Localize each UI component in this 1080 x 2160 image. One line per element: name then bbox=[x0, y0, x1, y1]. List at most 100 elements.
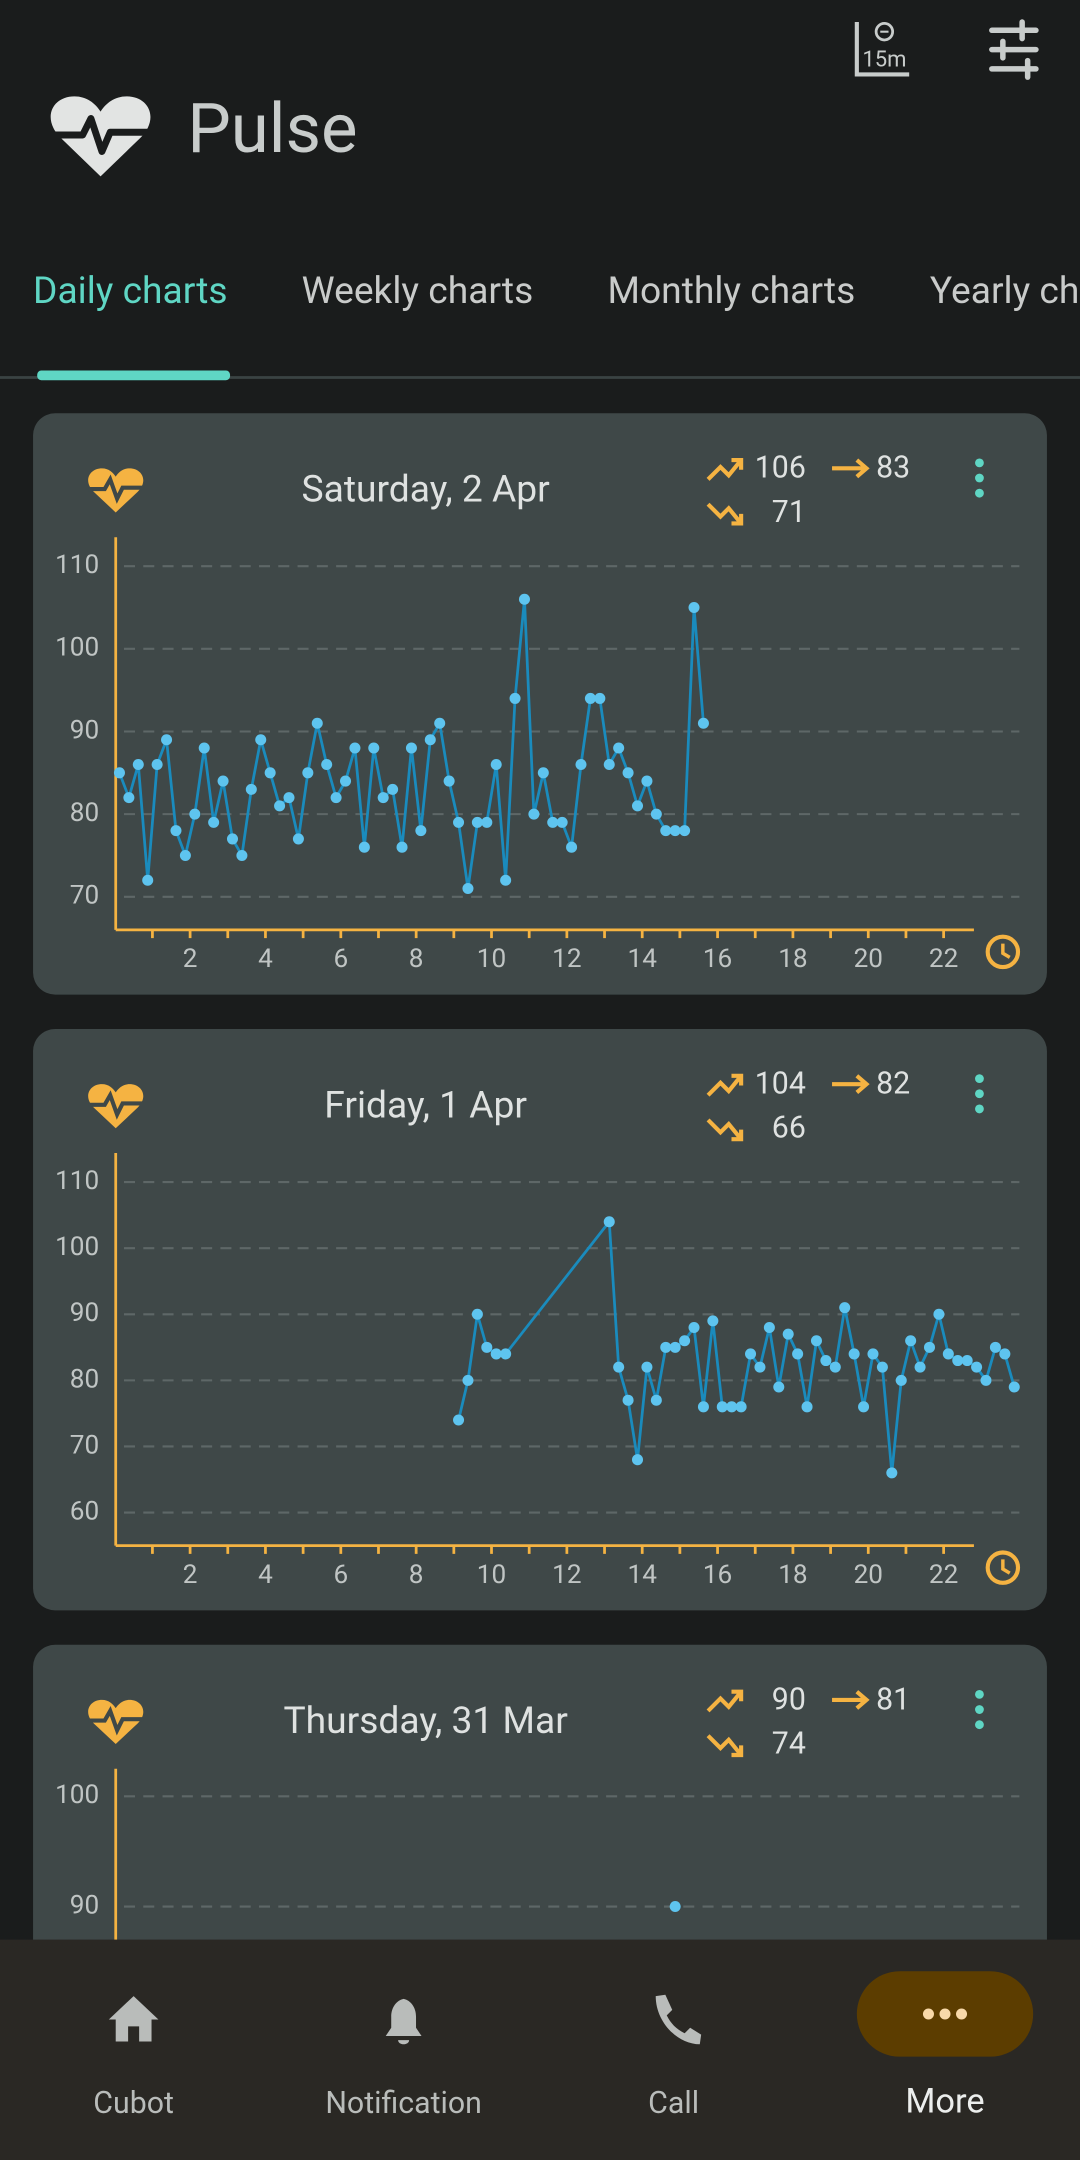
pulse-point bbox=[820, 1355, 832, 1367]
pulse-point bbox=[245, 783, 257, 795]
pulse-point bbox=[255, 734, 267, 746]
pulse-point bbox=[490, 759, 502, 771]
pulse-point bbox=[161, 734, 173, 746]
pulse-point bbox=[509, 692, 521, 704]
pulse-point bbox=[829, 1361, 841, 1373]
pulse-point bbox=[801, 1401, 813, 1413]
tab[interactable]: Monthly charts bbox=[608, 269, 856, 313]
pulse-point bbox=[660, 825, 672, 837]
nav-label[interactable]: Cubot bbox=[93, 2086, 174, 2121]
tab[interactable]: Yearly charts bbox=[930, 269, 1080, 313]
pulse-point bbox=[396, 841, 408, 853]
card-date: Friday, 1 Apr bbox=[324, 1083, 527, 1127]
menu-dot bbox=[975, 1104, 984, 1114]
menu-dot bbox=[975, 458, 984, 468]
min-value: 71 bbox=[772, 495, 806, 530]
pulse-point bbox=[895, 1374, 907, 1386]
pulse-line bbox=[457, 1218, 1016, 1474]
heart-pulse bbox=[88, 474, 144, 504]
pulse-point bbox=[500, 1348, 512, 1360]
pulse-point bbox=[905, 1335, 917, 1347]
menu-dot bbox=[975, 1720, 984, 1730]
pulse-point bbox=[622, 767, 634, 779]
pulse-point bbox=[726, 1401, 738, 1413]
interval-label: 15m bbox=[862, 47, 906, 72]
card bbox=[33, 1029, 1047, 1611]
pulse-point bbox=[933, 1308, 945, 1320]
avg-arrow-icon bbox=[832, 458, 870, 479]
menu-dot bbox=[975, 1705, 984, 1714]
pulse-point bbox=[603, 1216, 615, 1228]
pulse-point bbox=[961, 1355, 973, 1367]
menu-dot bbox=[975, 473, 984, 483]
pulse-point bbox=[321, 759, 333, 771]
nav-label[interactable]: More bbox=[905, 2082, 984, 2122]
x-tick-label: 12 bbox=[552, 1560, 581, 1590]
pulse-point bbox=[142, 874, 154, 886]
pulse-point bbox=[453, 1414, 465, 1426]
card bbox=[33, 413, 1047, 995]
pulse-point bbox=[631, 1454, 644, 1466]
settings-button[interactable] bbox=[989, 19, 1039, 80]
card-date: Thursday, 31 Mar bbox=[283, 1699, 568, 1743]
tab[interactable]: Weekly charts bbox=[302, 269, 534, 313]
pulse-point bbox=[198, 742, 210, 754]
max-value: 90 bbox=[772, 1682, 806, 1717]
x-tick-label: 10 bbox=[477, 944, 506, 974]
pulse-point bbox=[358, 841, 370, 853]
max-value: 104 bbox=[755, 1067, 806, 1102]
max-value: 106 bbox=[755, 451, 806, 486]
pulse-point bbox=[518, 593, 530, 605]
pulse-point bbox=[792, 1348, 804, 1360]
pulse-point bbox=[914, 1361, 926, 1373]
y-tick-label: 90 bbox=[70, 1298, 99, 1328]
pulse-point bbox=[688, 601, 700, 614]
interval-button[interactable]: 15m bbox=[854, 22, 910, 77]
x-tick-label: 14 bbox=[628, 944, 658, 974]
pulse-point bbox=[274, 800, 286, 812]
pulse-point bbox=[867, 1348, 879, 1360]
clock-hands bbox=[1001, 1559, 1011, 1575]
pulse-point bbox=[697, 1401, 709, 1413]
pulse-point bbox=[622, 1394, 634, 1406]
more-dot bbox=[939, 2008, 951, 2020]
y-tick-label: 100 bbox=[55, 633, 99, 663]
y-tick-label: 110 bbox=[55, 1166, 99, 1196]
pulse-point bbox=[208, 816, 220, 828]
y-tick-label: 80 bbox=[70, 798, 99, 828]
menu-dot bbox=[975, 1089, 984, 1099]
pulse-point bbox=[952, 1355, 964, 1367]
pulse-point bbox=[839, 1302, 851, 1314]
x-tick-label: 2 bbox=[183, 944, 198, 974]
clock-icon bbox=[985, 1550, 1021, 1585]
pulse-point bbox=[481, 816, 493, 828]
pulse-point bbox=[650, 808, 662, 820]
pulse-point bbox=[669, 1341, 681, 1353]
more-dot bbox=[922, 2008, 934, 2020]
pulse-point bbox=[575, 759, 587, 771]
nav-label[interactable]: Call bbox=[648, 2086, 699, 2121]
x-tick-label: 18 bbox=[778, 1560, 807, 1590]
menu-dot bbox=[975, 488, 984, 498]
pulse-point bbox=[556, 816, 568, 828]
pulse-point bbox=[697, 717, 709, 729]
card-date: Saturday, 2 Apr bbox=[302, 468, 551, 512]
pulse-point bbox=[481, 1341, 493, 1353]
pulse-point bbox=[679, 825, 691, 837]
pulse-point bbox=[547, 816, 559, 828]
pulse-point bbox=[876, 1361, 888, 1373]
pulse-point bbox=[613, 742, 625, 754]
nav-label[interactable]: Notification bbox=[325, 2086, 482, 2121]
pulse-point bbox=[641, 775, 653, 787]
avg-value: 82 bbox=[876, 1067, 910, 1102]
x-tick-label: 14 bbox=[628, 1560, 658, 1590]
pulse-point bbox=[782, 1328, 794, 1340]
pulse-point bbox=[434, 717, 446, 729]
pulse-point bbox=[707, 1315, 719, 1327]
tab[interactable]: Daily charts bbox=[33, 269, 228, 313]
pulse-point bbox=[528, 808, 540, 820]
trend-up-icon bbox=[706, 1689, 744, 1713]
pulse-point bbox=[745, 1348, 757, 1360]
pulse-point bbox=[340, 775, 352, 787]
pulse-point bbox=[886, 1467, 898, 1479]
